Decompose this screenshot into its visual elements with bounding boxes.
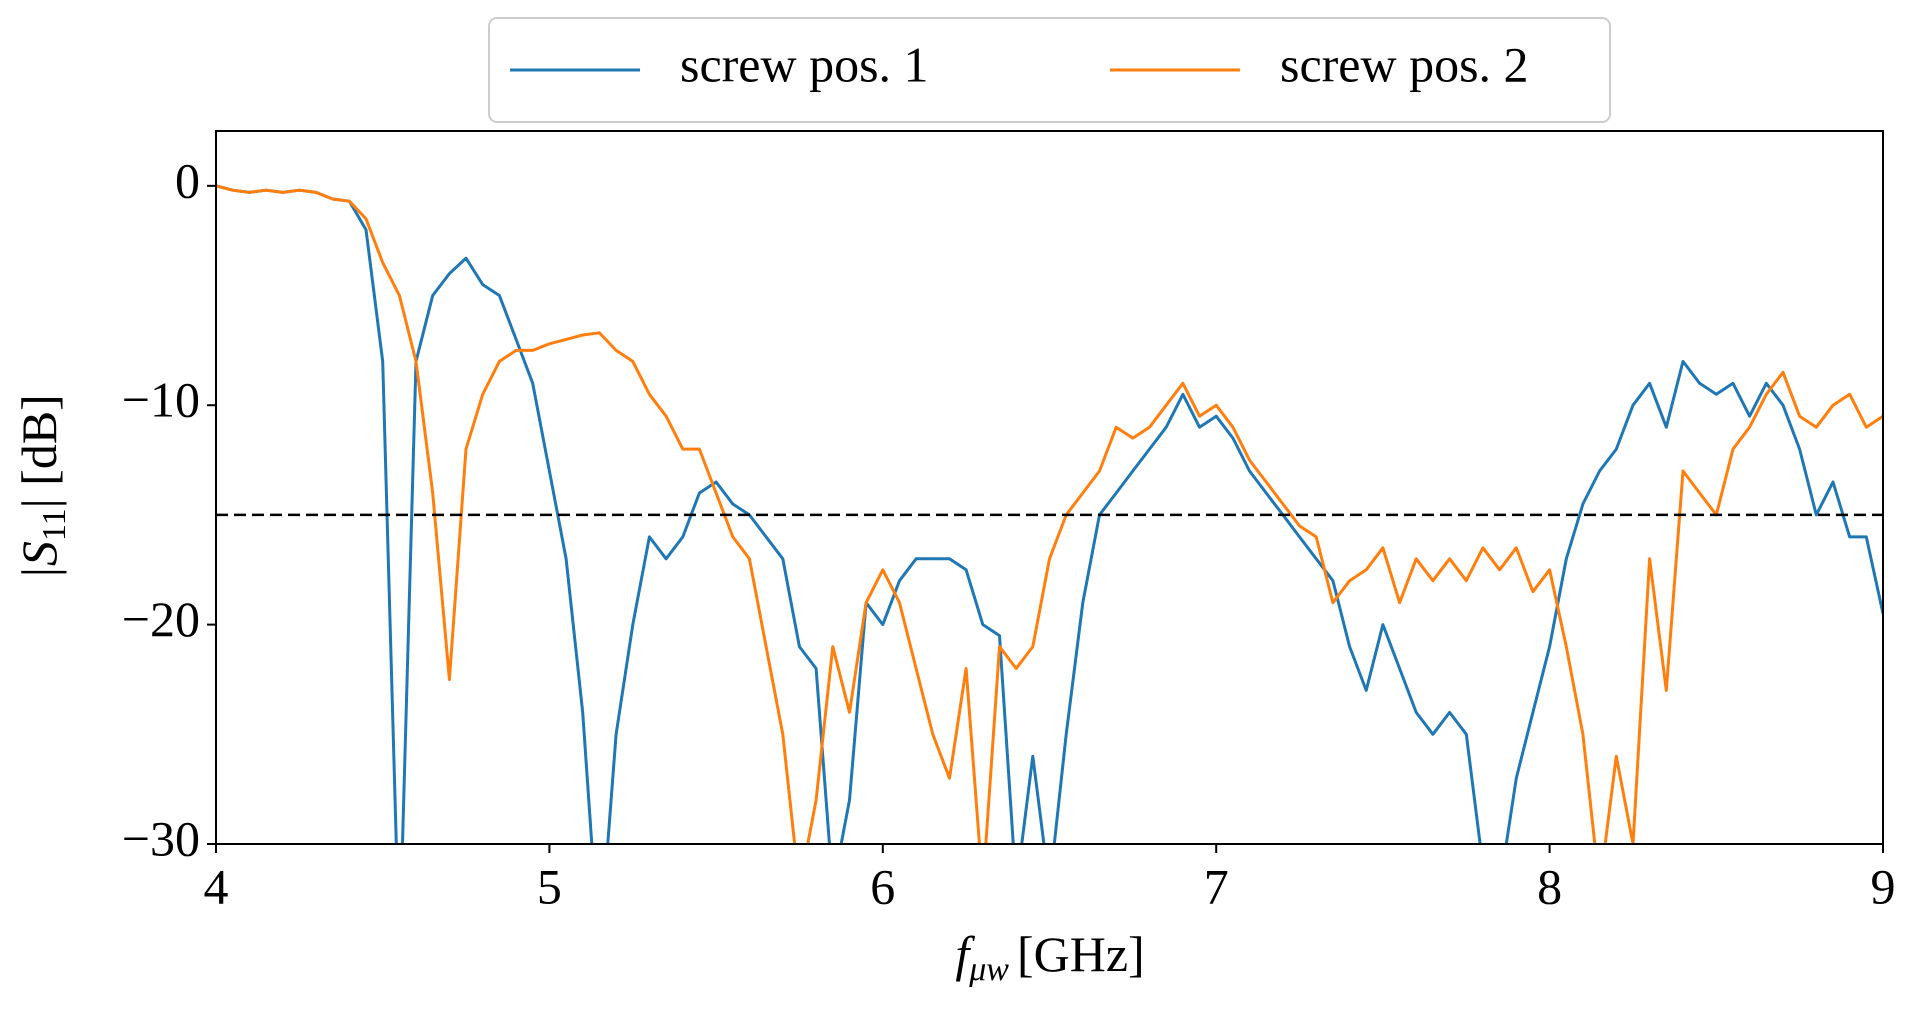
legend-box [488, 17, 1611, 123]
legend-label: screw pos. 2 [1280, 36, 1529, 92]
y-tick-label: −30 [122, 810, 200, 866]
x-label-unit: [GHz] [1017, 926, 1145, 982]
y-tick-label: −20 [122, 591, 200, 647]
legend-label: screw pos. 1 [680, 36, 929, 92]
plot-lines [216, 184, 1883, 844]
y-axis-label: |S11| [dB] [11, 394, 72, 580]
y-label-unit: | [dB] [11, 394, 67, 508]
y-label-subscript: 11 [36, 508, 73, 541]
plot-frame [215, 130, 1884, 845]
x-tick-label: 6 [870, 858, 895, 914]
x-axis-label: fμw [GHz] [955, 926, 1144, 987]
series-line [216, 184, 1883, 844]
x-tick-label: 4 [204, 858, 229, 914]
y-label-symbol: |S [11, 541, 67, 580]
x-tick-label: 8 [1537, 858, 1562, 914]
x-tick-label: 5 [537, 858, 562, 914]
y-tick-label: −10 [122, 372, 200, 428]
series-line [216, 184, 1883, 844]
x-tick-label: 7 [1204, 858, 1229, 914]
x-tick-label: 9 [1871, 858, 1896, 914]
x-label-subscript: μw [968, 951, 1009, 988]
y-tick-label: 0 [175, 152, 200, 208]
